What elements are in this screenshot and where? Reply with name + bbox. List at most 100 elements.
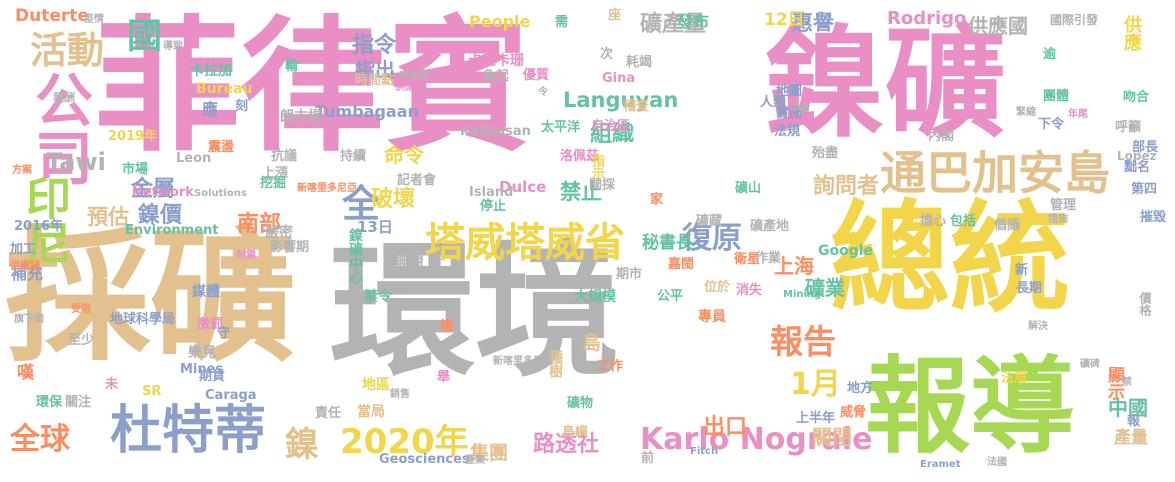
word: 稽查 — [623, 99, 650, 114]
word: 禁止 — [560, 180, 602, 204]
word: 通巴加安島 — [880, 146, 1110, 200]
word: 補充 — [11, 264, 44, 283]
word: 省 — [903, 30, 913, 41]
word: 疫情 — [84, 14, 104, 25]
word: 期市 — [616, 267, 643, 282]
word: 期貨 — [199, 369, 226, 384]
word: 記者會 — [397, 173, 437, 188]
word: 消失 — [736, 283, 763, 298]
word: 13日 — [357, 218, 393, 236]
word: 產量 — [1114, 428, 1148, 448]
word: 下令 — [1038, 117, 1065, 132]
word: 挖掘 — [260, 176, 287, 191]
word: 前 — [641, 451, 655, 466]
word: 銷售 — [390, 389, 410, 400]
word: 內閣 — [928, 129, 955, 144]
word: Languyan — [563, 88, 679, 112]
word: 環保 — [36, 395, 63, 410]
word: Caraga — [205, 388, 257, 403]
word: 法局 — [1001, 371, 1028, 386]
word: 植 — [440, 319, 454, 334]
word: 報酬 — [53, 91, 75, 104]
word: Solutions — [194, 188, 247, 199]
word: 應 — [202, 100, 219, 119]
word: 上漲 — [262, 166, 289, 181]
word: Karlo Nograle — [640, 422, 873, 457]
word: 關閉 — [812, 425, 852, 449]
word: 新喀里多尼亞 — [493, 356, 553, 367]
word: Kalikasan — [460, 124, 531, 139]
word: 新喀里多尼亞 — [297, 183, 357, 194]
word: 嚴密 — [265, 225, 293, 241]
word: 報 — [1127, 414, 1141, 429]
word: 顯示 — [1104, 366, 1124, 400]
word: 方案 — [12, 165, 32, 176]
word: 年 — [256, 75, 270, 90]
word: 長期 — [1016, 281, 1043, 296]
word: 2020年 — [340, 422, 469, 462]
word: 礦物 — [567, 396, 594, 411]
word: 朗古揚 — [280, 109, 322, 125]
word: 鎳礦中心 — [347, 228, 363, 284]
word: 衛星 — [734, 252, 761, 267]
word: 禁 — [1122, 377, 1132, 388]
word: 公平 — [657, 289, 684, 304]
word: 開採 — [589, 178, 616, 193]
word: 惠譽 — [792, 11, 834, 35]
word: 嘆 — [17, 363, 34, 383]
word: 旗下個 — [14, 314, 44, 325]
word: 新 — [1015, 263, 1029, 278]
word: 關注 — [65, 395, 92, 410]
word: 集團 — [470, 442, 509, 464]
word: 環境 — [330, 228, 620, 397]
word: 市場 — [122, 162, 149, 177]
word: 卡拉加 — [190, 63, 232, 79]
word: 礦碑 — [1080, 359, 1100, 370]
word: 擔心 — [920, 214, 947, 229]
word: 國 — [127, 17, 163, 57]
word: Rodrigo — [887, 8, 967, 29]
word: 島嶼 — [562, 425, 589, 440]
word: 2016年 — [14, 219, 64, 234]
word: 震盪 — [208, 140, 235, 155]
word: 摧毀 — [1140, 210, 1167, 225]
word: 守 — [217, 326, 231, 341]
word: 路透社 — [533, 432, 600, 457]
word: 麥格里 — [399, 71, 429, 82]
word: Network — [132, 185, 194, 200]
word: 年尾 — [1068, 109, 1088, 120]
word: People — [469, 12, 531, 31]
word: 耗竭 — [626, 55, 653, 70]
word: 措施 — [1048, 214, 1068, 225]
word: Dulce — [499, 178, 547, 196]
word: Leon — [176, 151, 212, 166]
word: 黜名 — [1124, 160, 1151, 175]
word: 金屬 — [131, 177, 176, 202]
word: 責任 — [315, 406, 342, 421]
word: 停止 — [480, 199, 507, 214]
word: 地方 — [847, 381, 874, 396]
word: 殆盡 — [812, 146, 839, 161]
word: 法規 — [774, 124, 801, 139]
word: 吻合 — [1123, 90, 1150, 105]
word: 工作 — [597, 359, 624, 374]
word: 鎳價 — [138, 203, 183, 228]
word: 菲律賓 — [95, 3, 530, 172]
word: 威脅 — [840, 405, 867, 420]
word: 部長 — [1132, 140, 1159, 155]
word: 地球科學局 — [110, 312, 176, 327]
word: 第四 — [1131, 182, 1158, 197]
word: 專員 — [698, 309, 726, 325]
word: 倡議 — [994, 218, 1021, 233]
word: 杜特蒂 — [110, 401, 267, 461]
word: 12日 — [764, 10, 805, 30]
word: Island — [469, 185, 514, 200]
word: 出口 — [703, 415, 748, 440]
word: 報導 — [865, 346, 1076, 468]
word: 上海 — [774, 254, 814, 278]
word: 團體 — [1043, 89, 1070, 104]
word: 舉 — [437, 370, 451, 385]
word: 太平洋 — [541, 120, 581, 135]
word: 需 — [555, 15, 569, 30]
word: Tawi — [46, 148, 106, 176]
